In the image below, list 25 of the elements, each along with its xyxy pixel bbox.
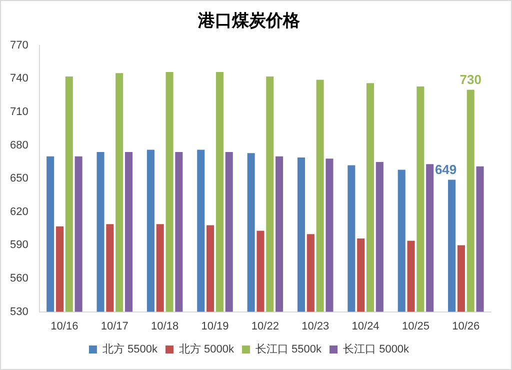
x-tick-label: 10/24 (352, 320, 380, 332)
x-tick-label: 10/17 (100, 320, 128, 332)
x-tick-label: 10/18 (151, 320, 179, 332)
legend-label: 北方 5000k (178, 342, 234, 356)
y-tick-label: 650 (10, 172, 28, 185)
x-tick-label: 10/16 (50, 320, 78, 332)
y-tick-label: 680 (10, 139, 28, 152)
y-tick-label: 530 (10, 306, 28, 318)
x-tick-label: 10/23 (302, 320, 330, 332)
legend-label: 长江口 5000k (343, 342, 410, 356)
legend-label: 北方 5500k (102, 342, 158, 356)
data-label: 649 (434, 162, 457, 177)
x-tick-label: 10/19 (201, 320, 229, 332)
y-tick-label: 770 (10, 39, 28, 52)
data-label: 730 (460, 72, 482, 87)
y-tick-label: 590 (10, 239, 28, 252)
x-tick-label: 10/26 (452, 320, 480, 332)
y-tick-label: 710 (10, 106, 28, 118)
y-tick-label: 620 (10, 206, 28, 218)
y-tick-label: 740 (10, 72, 28, 85)
x-tick-label: 10/25 (402, 320, 430, 332)
legend-label: 长江口 5500k (256, 342, 322, 356)
x-tick-label: 10/22 (251, 320, 279, 332)
chart-title: 港口煤炭价格 (197, 10, 301, 30)
y-tick-label: 560 (10, 272, 28, 285)
